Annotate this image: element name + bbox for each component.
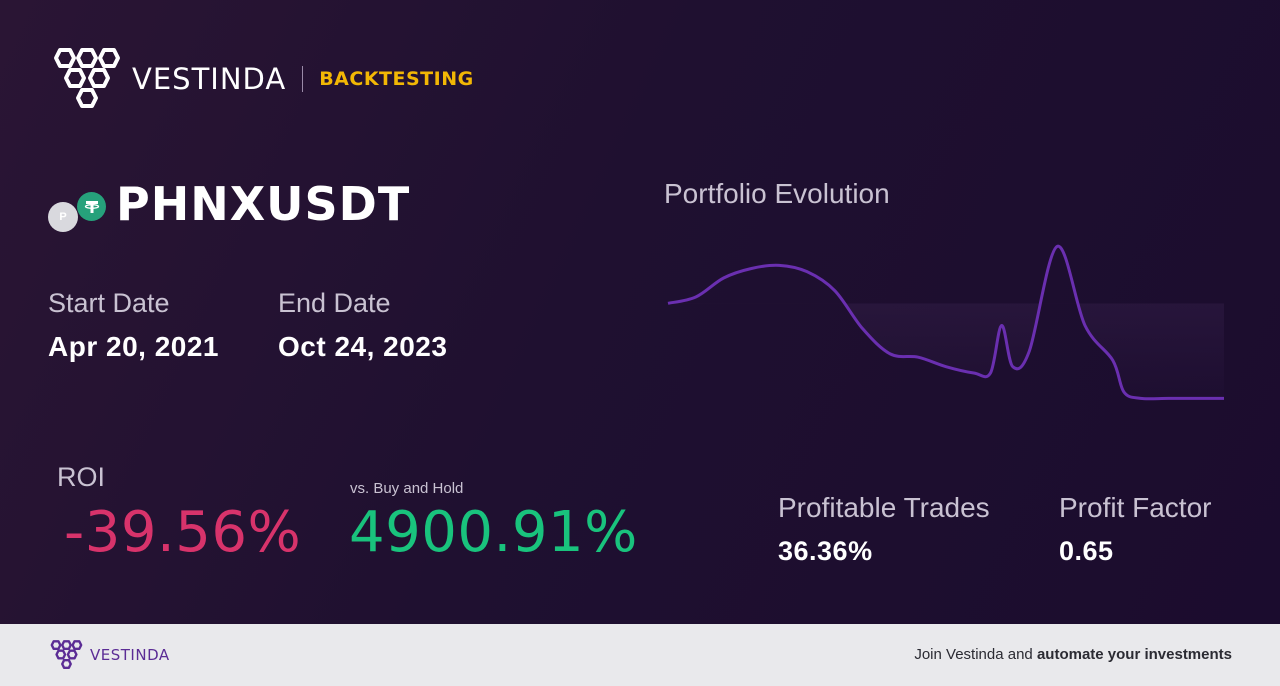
vestinda-logo-icon — [50, 640, 83, 669]
vestinda-logo-icon — [54, 48, 120, 108]
chart-area-fill — [844, 303, 1224, 399]
backtest-card: VESTINDA BACKTESTING P PHNXUSDT Start Da… — [0, 0, 1280, 624]
profit-factor-label: Profit Factor — [1059, 492, 1212, 523]
chart-series-line — [667, 244, 1225, 401]
brand-divider — [302, 66, 304, 92]
buy-hold-label: vs. Buy and Hold — [350, 480, 464, 497]
header-logo[interactable]: VESTINDA BACKTESTING — [48, 46, 474, 112]
profit-factor-value: 0.65 — [1059, 536, 1114, 566]
trading-pair: P PHNXUSDT — [48, 176, 410, 232]
footer-cta-prefix: Join Vestinda and — [914, 646, 1037, 663]
portfolio-chart — [667, 244, 1225, 401]
profitable-trades-value: 36.36% — [778, 536, 873, 566]
profitable-trades-label: Profitable Trades — [778, 492, 990, 523]
footer-brand-name: VESTINDA — [90, 646, 170, 664]
chart-title: Portfolio Evolution — [664, 178, 890, 209]
footer-cta[interactable]: Join Vestinda and automate your investme… — [914, 646, 1232, 663]
roi-value: -39.56% — [64, 500, 302, 565]
footer-bar: VESTINDA Join Vestinda and automate your… — [0, 624, 1280, 686]
footer-cta-bold: automate your investments — [1036, 646, 1232, 663]
start-date: Start Date Apr 20, 2021 — [48, 286, 219, 364]
brand-tag: BACKTESTING — [319, 68, 474, 90]
end-date-value: Oct 24, 2023 — [278, 331, 448, 362]
brand-name: VESTINDA — [132, 62, 287, 96]
footer-logo[interactable]: VESTINDA — [48, 639, 170, 671]
roi-label: ROI — [57, 462, 106, 492]
start-date-value: Apr 20, 2021 — [48, 331, 219, 362]
buy-hold-value: 4900.91% — [349, 500, 638, 565]
start-date-label: Start Date — [48, 288, 170, 318]
phnx-coin-icon: P — [48, 202, 78, 232]
end-date-label: End Date — [278, 288, 391, 318]
pair-name: PHNXUSDT — [116, 177, 411, 231]
end-date: End Date Oct 24, 2023 — [278, 286, 447, 364]
tether-coin-icon — [77, 192, 106, 221]
